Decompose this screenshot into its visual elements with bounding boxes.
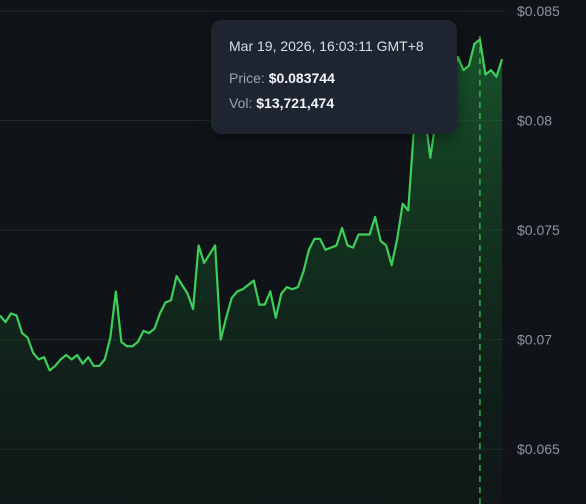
y-tick-label: $0.075 [517,222,560,238]
tooltip-price-row: Price: $0.083744 [229,70,457,86]
y-tick-label: $0.085 [517,3,560,19]
area-fill [0,39,502,504]
tooltip-vol-value: $13,721,474 [256,95,335,111]
price-area [0,39,502,504]
tooltip-price-value: $0.083744 [268,70,335,86]
y-tick-label: $0.07 [517,332,552,348]
tooltip-timestamp: Mar 19, 2026, 16:03:11 GMT+8 [229,38,424,54]
price-tooltip: Mar 19, 2026, 16:03:11 GMT+8 Price: $0.0… [211,20,457,134]
y-tick-label: $0.065 [517,441,560,457]
tooltip-price-label: Price: [229,70,265,86]
y-axis: $0.085 $0.08 $0.075 $0.07 $0.065 [517,3,560,457]
tooltip-vol-label: Vol: [229,95,253,111]
y-tick-label: $0.08 [517,113,552,129]
tooltip-vol-row: Vol: $13,721,474 [229,95,457,111]
